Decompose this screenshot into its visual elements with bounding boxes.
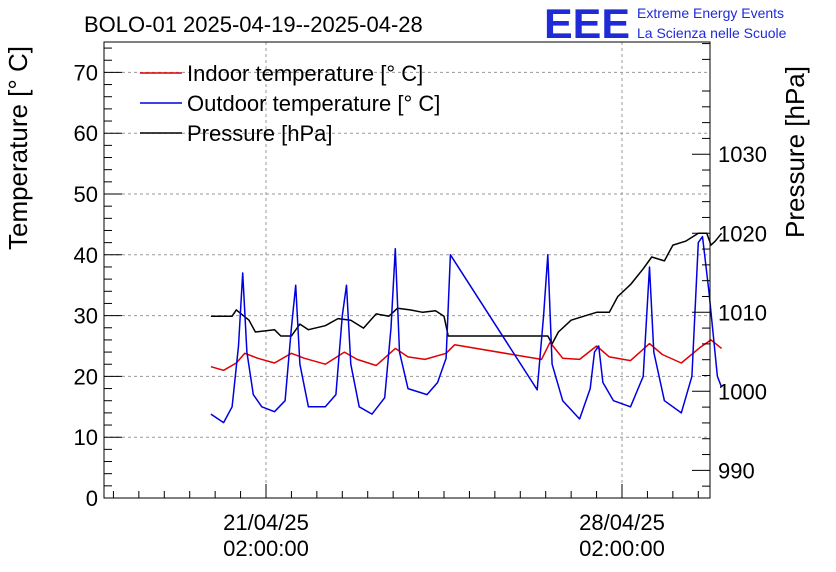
series-line-1 bbox=[210, 339, 723, 372]
series-layer bbox=[210, 232, 723, 424]
y2-tick-label: 1000 bbox=[718, 379, 767, 404]
right-axis: 990 1000 1010 1020 1030 bbox=[692, 43, 767, 487]
y-tick-label: 60 bbox=[74, 121, 98, 146]
legend-label: Pressure [hPa] bbox=[187, 121, 333, 146]
chart-title: BOLO-01 2025-04-19--2025-04-28 bbox=[84, 12, 423, 37]
logo-line-1: Extreme Energy Events bbox=[637, 5, 784, 21]
y2-tick-label: 990 bbox=[718, 458, 755, 483]
x-tick-date-label: 21/04/25 bbox=[223, 510, 309, 535]
y2-axis-title: Pressure [hPa] bbox=[780, 66, 810, 238]
logo-line-2: La Scienza nelle Scuole bbox=[637, 25, 787, 41]
plot-frame bbox=[103, 41, 711, 499]
y2-tick-label: 1010 bbox=[718, 300, 767, 325]
legend: Indoor temperature [° C] Outdoor temperat… bbox=[140, 61, 440, 146]
y-tick-label: 70 bbox=[74, 60, 98, 85]
y-tick-label: 40 bbox=[74, 243, 98, 268]
y2-tick-label: 1030 bbox=[718, 142, 767, 167]
y2-tick-label: 1020 bbox=[718, 221, 767, 246]
y-tick-label: 20 bbox=[74, 364, 98, 389]
y-tick-label: 50 bbox=[74, 182, 98, 207]
y-tick-label: 10 bbox=[74, 425, 98, 450]
logo-text: EEE bbox=[544, 0, 630, 47]
series-line-2 bbox=[210, 235, 723, 424]
grid bbox=[104, 42, 710, 498]
y-axis-title: Temperature [° C] bbox=[3, 46, 33, 250]
legend-label: Indoor temperature [° C] bbox=[187, 61, 423, 86]
y-tick-label: 0 bbox=[86, 486, 98, 511]
x-tick-time-label: 02:00:00 bbox=[579, 536, 665, 561]
left-axis: 0 10 20 30 40 50 60 70 bbox=[74, 47, 122, 511]
x-tick-time-label: 02:00:00 bbox=[223, 536, 309, 561]
eee-logo: EEE Extreme Energy Events La Scienza nel… bbox=[544, 0, 787, 47]
x-tick-date-label: 28/04/25 bbox=[579, 510, 665, 535]
legend-label: Outdoor temperature [° C] bbox=[187, 91, 440, 116]
y-tick-label: 30 bbox=[74, 304, 98, 329]
series-line-3 bbox=[210, 232, 723, 345]
